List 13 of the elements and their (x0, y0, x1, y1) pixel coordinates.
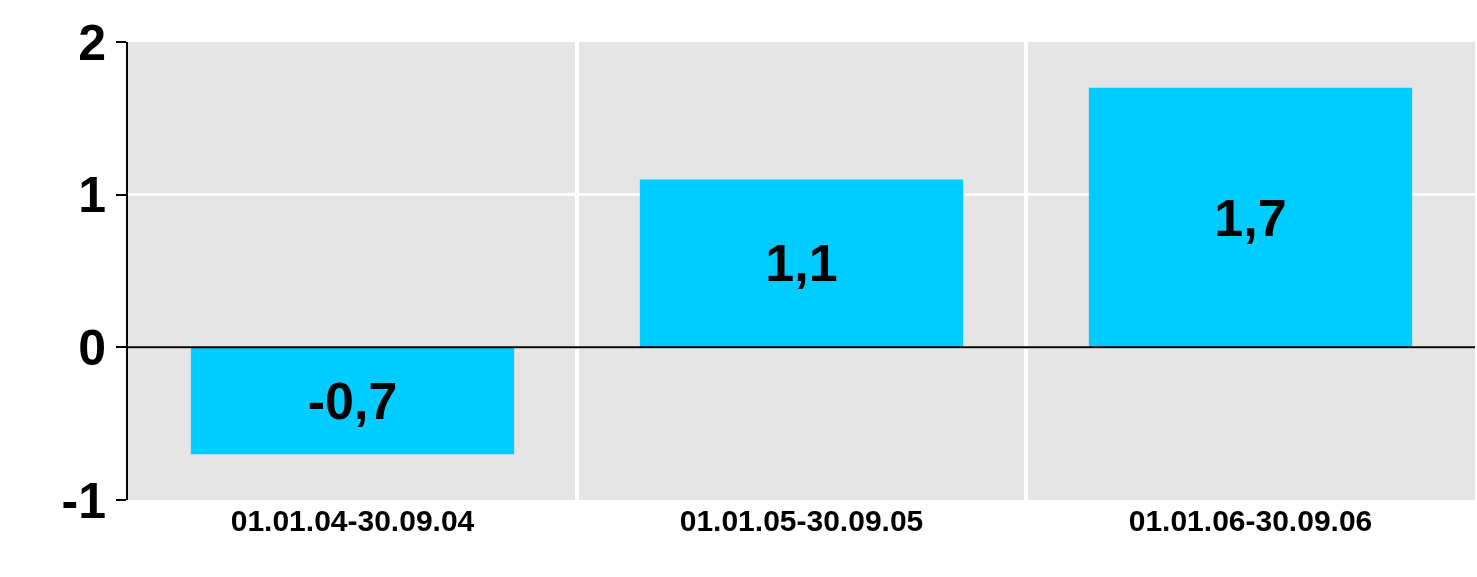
x-tick-label: 01.01.04-30.09.04 (230, 504, 475, 537)
data-label: -0,7 (307, 371, 398, 430)
x-tick-label: 01.01.06-30.09.06 (1128, 504, 1373, 537)
x-tick-label: 01.01.05-30.09.05 (679, 504, 924, 537)
bar (1088, 87, 1413, 348)
bar (639, 179, 964, 348)
y-tick-label: 1 (78, 167, 106, 224)
data-label: 1,1 (765, 234, 838, 293)
y-tick-label: -1 (61, 472, 106, 529)
y-tick-label: 0 (78, 319, 106, 376)
bar (190, 347, 515, 455)
y-tick-label: 2 (78, 14, 106, 71)
data-label: 1,7 (1214, 188, 1287, 247)
